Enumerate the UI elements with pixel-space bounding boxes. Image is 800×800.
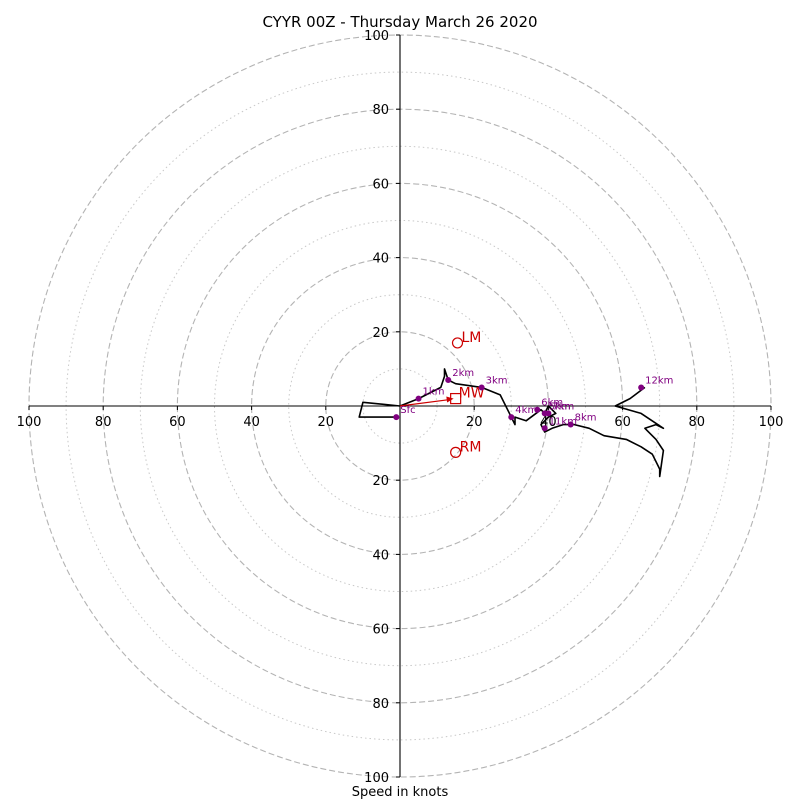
- tick-labels: 100 80 60 40 20 20 40 60 80 100100806040202040608…: [17, 29, 784, 786]
- y-tick-label: 80: [372, 697, 389, 712]
- y-tick-label: 60: [372, 623, 389, 638]
- right-mover-marker: [450, 446, 462, 458]
- height-marker-label: 5km: [549, 401, 571, 412]
- x-tick-label: 20: [318, 415, 335, 430]
- chart-title: CYYR 00Z - Thursday March 26 2020: [262, 13, 537, 31]
- x-tick-label: 20: [466, 415, 483, 430]
- x-tick-label: 80: [95, 415, 112, 430]
- height-marker-label: 7km: [552, 401, 574, 412]
- height-marker-label: 4km: [515, 405, 537, 416]
- y-tick-label: 80: [372, 103, 389, 118]
- height-marker-label: 12km: [645, 375, 673, 386]
- mean-wind-arrow-head: [446, 396, 454, 403]
- x-tick-label: 100: [759, 415, 784, 430]
- mean-wind-arrow-shaft: [399, 398, 450, 407]
- y-tick-label: 40: [372, 548, 389, 563]
- height-marker-dot: [415, 395, 422, 402]
- height-marker-dot: [393, 414, 400, 421]
- y-tick-label: 100: [364, 29, 389, 44]
- mean-wind-label: MW: [459, 386, 485, 402]
- height-marker-dot: [478, 384, 485, 391]
- x-tick-label: 40: [243, 415, 260, 430]
- height-marker-dot: [545, 410, 552, 417]
- x-tick-label: 100: [17, 415, 42, 430]
- y-tick-label: 40: [372, 252, 389, 267]
- height-marker-dot: [567, 421, 574, 428]
- x-tick-label: 80: [689, 415, 706, 430]
- left-mover-label: LM: [462, 330, 482, 346]
- hodograph-line: [358, 368, 665, 478]
- height-marker-label: 1km: [423, 387, 445, 398]
- y-tick-label: 100: [364, 771, 389, 786]
- mean-wind-marker: [450, 392, 462, 405]
- hodograph-trace: [358, 368, 665, 478]
- height-marker-dot: [445, 377, 452, 384]
- y-tick-label: 20: [372, 474, 389, 489]
- x-axis-label: Speed in knots: [352, 785, 449, 800]
- height-marker-label: 2km: [452, 368, 474, 379]
- left-mover-marker: [451, 337, 464, 349]
- height-marker-label: 3km: [486, 375, 508, 386]
- height-marker-label: 8km: [575, 413, 597, 424]
- height-marker-dot: [541, 425, 548, 432]
- y-tick-label: 60: [372, 177, 389, 192]
- height-marker-dot: [638, 384, 645, 391]
- height-marker-dot: [508, 414, 515, 421]
- height-marker-label: Sfc: [400, 405, 415, 416]
- right-mover-label: RM: [460, 439, 482, 455]
- height-marker-label: 6km: [541, 398, 563, 409]
- x-tick-label: 60: [614, 415, 631, 430]
- height-marker-label: 11km: [549, 416, 577, 427]
- x-tick-label: 60: [169, 415, 186, 430]
- storm-motion-markers: MW LM RM: [399, 330, 485, 458]
- height-marker-dot: [534, 406, 541, 413]
- y-tick-label: 20: [372, 326, 389, 341]
